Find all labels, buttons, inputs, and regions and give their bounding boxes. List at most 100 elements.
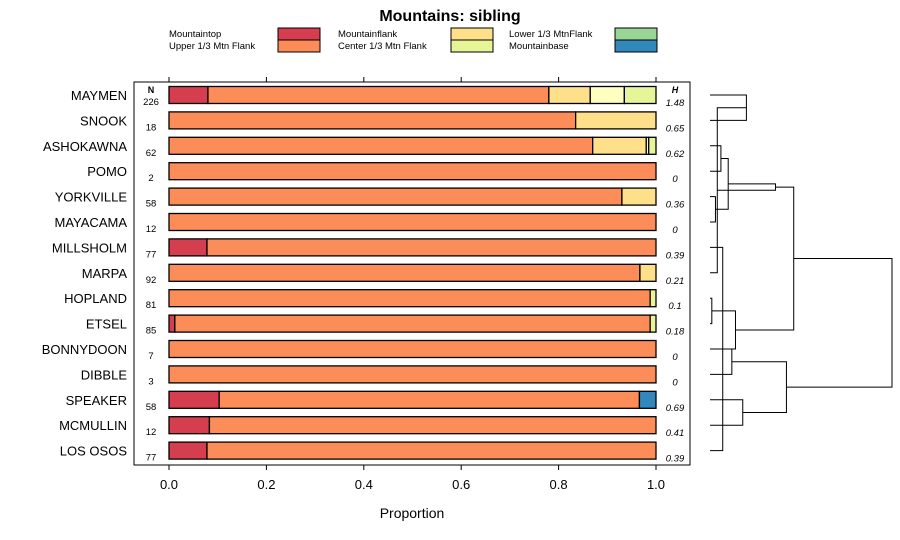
category-label: MAYACAMA [55,215,128,230]
bar-segment [168,111,577,130]
legend-label: Lower 1/3 MtnFlank [509,29,593,40]
category-label: SPEAKER [66,393,127,408]
category-label: HOPLAND [64,291,127,306]
dendrogram-branch [711,310,736,350]
h-value: 0.65 [666,123,685,134]
n-value: 92 [146,275,157,286]
x-tick-label: 0.8 [550,477,568,492]
dendrogram-branch [710,348,733,375]
n-value: 58 [146,199,157,210]
n-value: 62 [146,148,157,159]
category-label: ETSEL [86,317,127,332]
dendrogram-branch [717,183,777,191]
bar-segment [589,85,625,105]
n-value: 81 [146,300,157,311]
chart-title: Mountains: sibling [379,8,520,25]
n-value: 2 [148,173,153,184]
bar-segment [168,365,657,384]
dendrogram-branch [710,145,722,172]
n-header: N [148,85,155,95]
h-value: 0.18 [666,327,685,338]
bar-segment [168,187,623,206]
bar-row: ASHOKAWNA 62 0.62 [43,136,685,160]
bar-segment [207,85,550,105]
legend-label: Upper 1/3 Mtn Flank [169,41,255,52]
x-tick-label: 0.6 [452,477,470,492]
category-label: MILLSHOLM [52,240,127,255]
h-value: 0.69 [666,403,685,414]
category-label: MARPA [82,266,128,281]
h-value: 1.48 [666,98,685,109]
bar-segment [208,416,657,435]
h-value: 0 [672,352,678,363]
bar-segment [168,85,209,105]
n-value: 12 [146,224,157,235]
bar-row: POMO 2 0 [87,162,678,185]
x-tick-label: 1.0 [647,477,665,492]
bar-row: LOS OSOS 77 0.39 [60,441,685,465]
bar-row: MARPA 92 0.21 [82,263,684,287]
h-header: H [672,85,679,95]
bar-row: SNOOK 18 0.65 [80,111,685,134]
bar-segment [168,339,657,359]
bar-segment [649,314,657,333]
bar-segment [168,238,208,257]
legend-swatch [450,39,494,53]
bar-segment [168,162,657,181]
bar-row: MAYMEN 226 1.48 [71,85,685,109]
n-value: 7 [148,351,153,362]
category-label: LOS OSOS [60,444,128,459]
bar-row: ETSEL 85 0.18 [86,314,685,338]
bar-segment [638,390,657,409]
bar-segment [648,136,657,155]
dendrogram-branch [710,297,713,325]
legend-swatch [277,27,321,41]
dendrogram-branch [786,258,893,388]
n-value: 85 [146,326,157,337]
h-value: 0.41 [666,428,685,439]
bar-segment [168,212,657,232]
bar-row: MAYACAMA 12 0 [55,212,678,236]
bar-segment [639,263,657,282]
h-value: 0.62 [666,149,685,160]
bar-segment [206,441,657,460]
bar-segment [168,441,208,460]
bar-segment [649,289,657,308]
dendrogram [710,94,893,452]
bar-segment [592,136,647,155]
category-label: MCMULLIN [59,418,127,433]
bar-row: BONNYDOON 7 0 [42,339,678,363]
panel-border [133,81,691,466]
h-value: 0.36 [666,200,685,211]
bar-row: MCMULLIN 12 0.41 [59,416,685,439]
h-value: 0 [672,377,678,388]
n-value: 77 [146,453,157,464]
bar-row: DIBBLE 3 0 [81,365,678,388]
bar-segment [168,416,211,435]
bar-row: HOPLAND 81 0.1 [64,289,682,312]
h-value: 0.39 [666,250,685,261]
n-value: 12 [146,427,157,438]
category-label: SNOOK [80,113,127,128]
legend-swatch [614,39,658,53]
h-value: 0.1 [668,301,681,312]
bar-segment [168,289,651,308]
x-axis-label: Proportion [380,505,445,521]
n-value: 77 [146,249,157,260]
n-value: 18 [146,122,157,133]
bar-segment [548,85,591,105]
category-label: MAYMEN [71,88,127,103]
x-tick-label: 0.4 [355,477,373,492]
bar-segment [168,314,176,333]
legend-swatch [450,27,494,41]
bar-row: SPEAKER 58 0.69 [66,390,685,414]
n-value: 3 [148,376,153,387]
category-label: DIBBLE [81,367,128,382]
bar-segment [168,390,220,409]
n-value: 226 [143,97,159,108]
x-axis: 0.0 0.2 0.4 0.6 0.8 1.0 [160,77,665,492]
bar-segment [623,85,657,105]
category-label: POMO [87,164,127,179]
